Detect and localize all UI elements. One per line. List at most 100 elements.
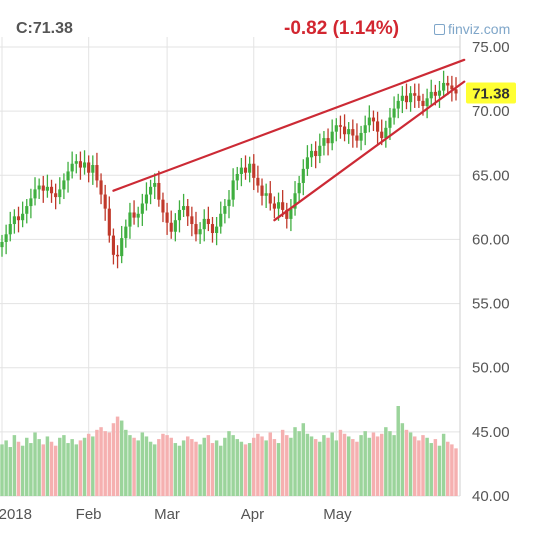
candle-body [338,125,343,127]
volume-bar [359,435,363,496]
volume-bar [252,437,256,496]
volume-bar [437,445,442,496]
volume-bar [148,441,153,496]
close-price-label: C:71.38 [16,20,73,37]
candle-body [223,206,227,214]
volume-bar [58,437,62,496]
candle-body [297,182,301,194]
candle-body [21,213,25,221]
candle-body [99,180,103,195]
volume-bar [95,429,99,496]
candle-body [363,125,367,133]
candle-body [334,125,338,132]
candle-body [173,220,177,232]
candle-body [392,108,396,118]
volume-bar [326,437,330,496]
brand-label: finviz.com [448,21,511,37]
volume-bar [425,437,429,496]
candle-body [396,100,400,109]
volume-bar [119,420,124,496]
candle-body [128,212,132,227]
price-change-label: -0.82 (1.14%) [284,18,400,39]
volume-bar [157,439,161,496]
candle-body [252,163,256,178]
volume-bar [128,435,132,496]
volume-bar [202,437,206,496]
volume-bar [276,443,281,496]
candle-body [153,182,157,187]
volume-bar [384,427,388,496]
volume-bar [165,435,169,496]
volume-bar [86,433,91,496]
volume-bar [194,441,198,496]
volume-bar [309,436,314,496]
candle-body [429,91,433,99]
volume-bar [334,440,339,496]
volume-bar [454,448,458,496]
candle-body [202,218,206,230]
candle-body [380,131,384,139]
volume-bar [198,444,202,496]
candle-body [272,203,276,209]
y-tick-label: 60.00 [472,231,510,248]
y-tick-label: 45.00 [472,424,510,441]
candle-body [182,206,186,210]
volume-bar [346,436,351,496]
volume-bar [124,429,128,496]
candle-body [376,121,380,132]
x-tick-label: Feb [76,506,102,523]
candle-body [140,203,144,214]
volume-bar [53,445,58,496]
volume-bar [231,435,235,496]
x-tick-label: Mar [154,506,180,523]
candle-body [347,129,351,135]
volume-bar [136,440,140,496]
volume-bar [235,439,239,496]
candle-body [450,85,454,90]
candle-body [433,91,437,96]
volume-bar [371,432,376,496]
candle-body [421,100,425,107]
candle-body [33,189,37,199]
volume-bar [45,436,50,496]
volume-bar [74,444,79,496]
volume-bar [322,435,326,496]
candle-body [231,180,235,200]
volume-bar [293,427,297,496]
candle-body [91,165,95,173]
trendlines [112,58,466,222]
x-tick-label: May [323,506,352,523]
candle-body [322,138,326,146]
volume-bar [103,431,107,496]
volume-bar [421,435,425,496]
candle-body [206,218,210,225]
y-tick-label: 50.00 [472,360,510,377]
volume-bar [91,436,95,496]
volume-bar [280,429,285,496]
candle-body [169,222,173,232]
volume-bar [318,441,322,496]
brand-link[interactable]: finviz.com [434,21,510,37]
candle-body [437,90,442,96]
last-price-badge: 71.38 [466,82,516,104]
volume-bar [49,441,54,496]
candle-body [367,117,371,126]
candle-body [314,150,318,157]
volume-bar [450,444,454,496]
volume-bar [433,439,438,496]
volume-bar [330,432,334,496]
candle-body [359,132,363,141]
volume-bar [144,436,149,496]
candle-body [417,95,421,101]
x-axis: 2018 Feb Mar Apr May [0,506,352,523]
candle-body [74,161,78,164]
volume-bar [161,433,165,496]
volume-bar [210,443,215,496]
candle-body [49,186,54,194]
volume-bar [169,437,173,496]
candle-body [62,180,66,190]
x-tick-label: Apr [241,506,264,523]
volume-bar [272,439,277,496]
candle-body [120,238,124,257]
volume-bar [297,431,301,496]
